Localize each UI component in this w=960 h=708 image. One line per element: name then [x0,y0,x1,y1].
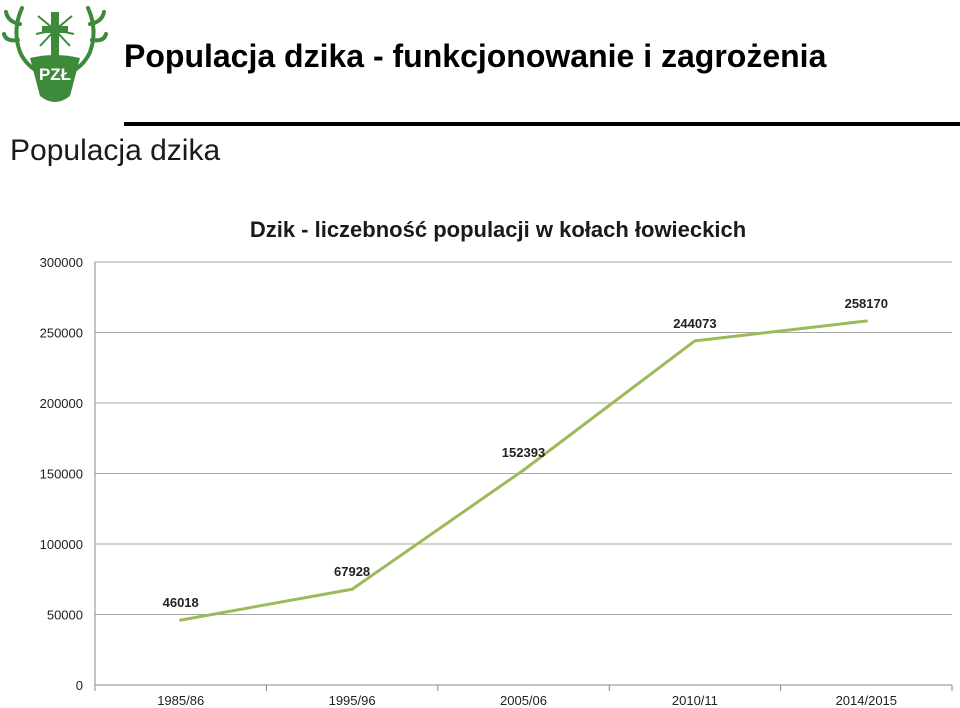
y-tick-label: 0 [76,678,83,693]
data-point [179,618,183,622]
y-tick-label: 300000 [40,255,83,270]
data-point [350,587,354,591]
page-title: Populacja dzika - funkcjonowanie i zagro… [124,38,827,74]
logo-text: PZŁ [39,65,71,84]
y-tick-label: 150000 [40,467,83,482]
x-tick-label: 1995/96 [329,693,376,708]
x-tick-label: 1985/86 [157,693,204,708]
data-point [522,468,525,472]
x-tick-label: 2014/2015 [836,693,897,708]
pzl-logo: PZŁ [2,6,108,102]
data-label: 152393 [502,445,545,460]
data-label: 258170 [845,296,888,311]
y-tick-label: 250000 [40,326,83,341]
y-tick-label: 200000 [40,396,83,411]
data-label: 244073 [673,316,716,331]
y-tick-label: 50000 [47,608,83,623]
y-tick-label: 100000 [40,537,83,552]
data-label: 67928 [334,564,370,579]
title-divider [124,122,960,126]
x-tick-label: 2010/11 [672,693,718,708]
page-subtitle: Populacja dzika [10,134,221,167]
chart-title: Dzik - liczebność populacji w kołach łow… [250,217,746,242]
data-point [693,339,697,343]
x-tick-label: 2005/06 [500,693,547,708]
data-label: 46018 [163,595,199,610]
data-point [864,319,868,323]
